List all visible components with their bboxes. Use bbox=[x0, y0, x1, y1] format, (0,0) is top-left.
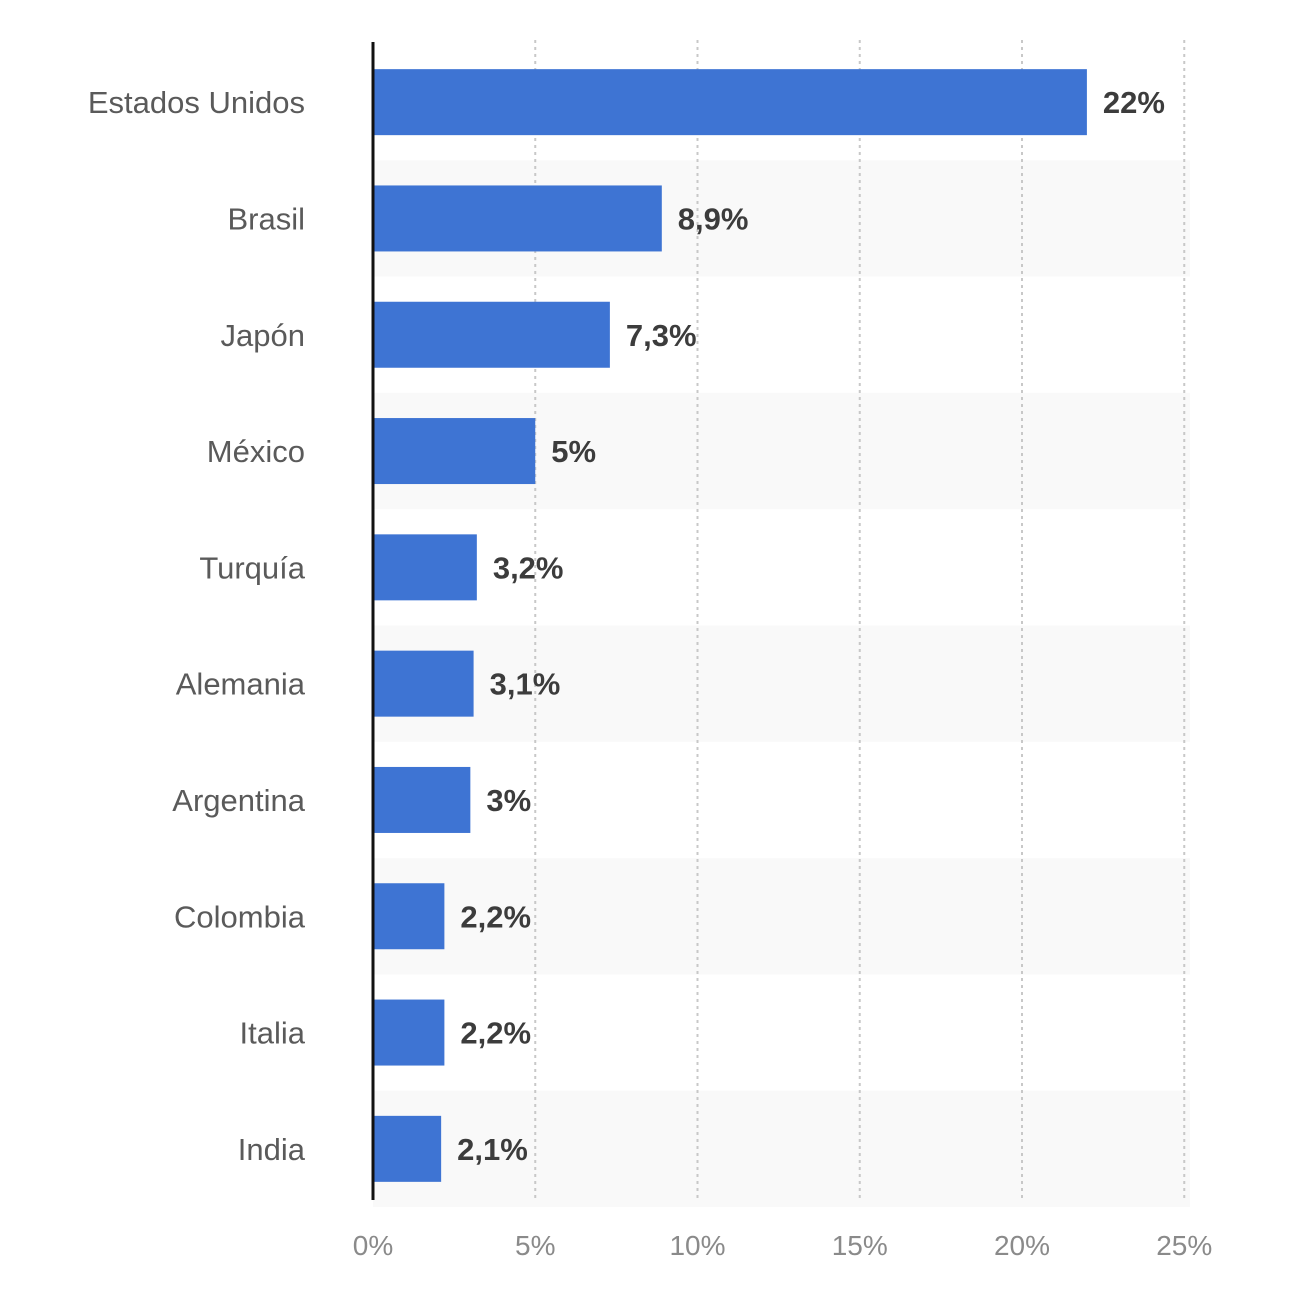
bar bbox=[373, 766, 471, 833]
x-tick-label: 5% bbox=[515, 1230, 555, 1261]
bar bbox=[373, 999, 445, 1066]
category-label: Italia bbox=[240, 1016, 306, 1051]
category-labels: Estados Unidos Brasil Japón México Turquía Al… bbox=[88, 85, 306, 1167]
value-label: 8,9% bbox=[678, 201, 749, 236]
value-label: 22% bbox=[1103, 85, 1165, 120]
value-label: 2,1% bbox=[457, 1132, 528, 1167]
bar bbox=[373, 418, 536, 485]
category-label: Brasil bbox=[227, 201, 305, 236]
bar bbox=[373, 1115, 442, 1182]
value-label: 5% bbox=[551, 434, 596, 469]
value-labels: 22% 8,9% 7,3% 5% 3,2% 3,1% 3% 2,2% 2,2% 2,1% bbox=[457, 85, 1165, 1167]
category-label: Colombia bbox=[174, 899, 306, 934]
value-label: 7,3% bbox=[626, 318, 697, 353]
category-label: Estados Unidos bbox=[88, 85, 305, 120]
bar bbox=[373, 69, 1087, 136]
row-band bbox=[373, 858, 1190, 975]
category-label: India bbox=[238, 1132, 306, 1167]
category-label: Alemania bbox=[176, 667, 306, 702]
x-tick-label: 15% bbox=[832, 1230, 888, 1261]
x-tick-label: 25% bbox=[1156, 1230, 1212, 1261]
row-band bbox=[373, 1090, 1190, 1207]
row-bands bbox=[373, 160, 1190, 1207]
value-label: 3,2% bbox=[493, 550, 564, 585]
x-tick-labels: 0% 5% 10% 15% 20% 25% bbox=[353, 1230, 1213, 1261]
category-label: Argentina bbox=[172, 783, 305, 818]
bar bbox=[373, 883, 445, 950]
bar bbox=[373, 650, 474, 717]
bar bbox=[373, 301, 610, 368]
bar bbox=[373, 534, 477, 601]
category-label: México bbox=[207, 434, 305, 469]
value-label: 3% bbox=[486, 783, 531, 818]
category-label: Turquía bbox=[199, 550, 305, 585]
value-label: 2,2% bbox=[460, 1016, 531, 1051]
value-label: 3,1% bbox=[490, 667, 561, 702]
category-label: Japón bbox=[221, 318, 305, 353]
x-tick-label: 0% bbox=[353, 1230, 393, 1261]
x-tick-label: 20% bbox=[994, 1230, 1050, 1261]
row-band bbox=[373, 625, 1190, 742]
x-tick-label: 10% bbox=[669, 1230, 725, 1261]
bar bbox=[373, 185, 662, 252]
bars bbox=[373, 69, 1087, 1182]
value-label: 2,2% bbox=[460, 899, 531, 934]
